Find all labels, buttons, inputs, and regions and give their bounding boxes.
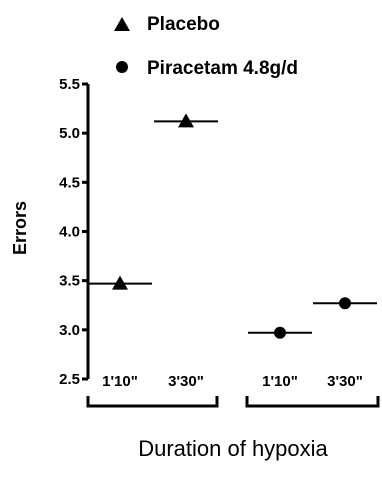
x-tick-label: 3'30" (168, 373, 204, 390)
x-axis-label: Duration of hypoxia (138, 436, 328, 461)
x-tick-label: 1'10" (102, 373, 138, 390)
data-marks (88, 113, 377, 339)
y-axis: 2.5 3.0 3.5 4.0 4.5 5.0 5.5 (59, 76, 90, 388)
y-tick-label: 5.5 (59, 76, 80, 93)
x-group-brackets (86, 396, 380, 408)
y-tick-label: 4.0 (59, 224, 80, 241)
x-tick-label: 3'30" (327, 373, 363, 390)
legend-piracetam-label: Piracetam 4.8g/d (147, 58, 298, 79)
y-tick-label: 3.5 (59, 273, 80, 290)
y-tick-label: 3.0 (59, 322, 80, 339)
piracetam-point (274, 326, 286, 339)
y-axis-label: Errors (10, 201, 30, 255)
legend-piracetam-marker-icon (116, 61, 128, 73)
y-tick-label: 5.0 (59, 125, 80, 142)
placebo-point (112, 275, 128, 290)
legend-placebo-marker-icon (114, 17, 130, 31)
legend-placebo-label: Placebo (147, 14, 220, 35)
piracetam-point (339, 297, 351, 310)
x-bracket-left (86, 396, 219, 408)
x-tick-label: 1'10" (262, 373, 298, 390)
y-tick-label: 2.5 (59, 371, 80, 388)
placebo-point (178, 113, 194, 128)
legend: Placebo Piracetam 4.8g/d (114, 14, 298, 79)
y-tick-label: 4.5 (59, 174, 80, 191)
x-bracket-right (245, 396, 380, 408)
